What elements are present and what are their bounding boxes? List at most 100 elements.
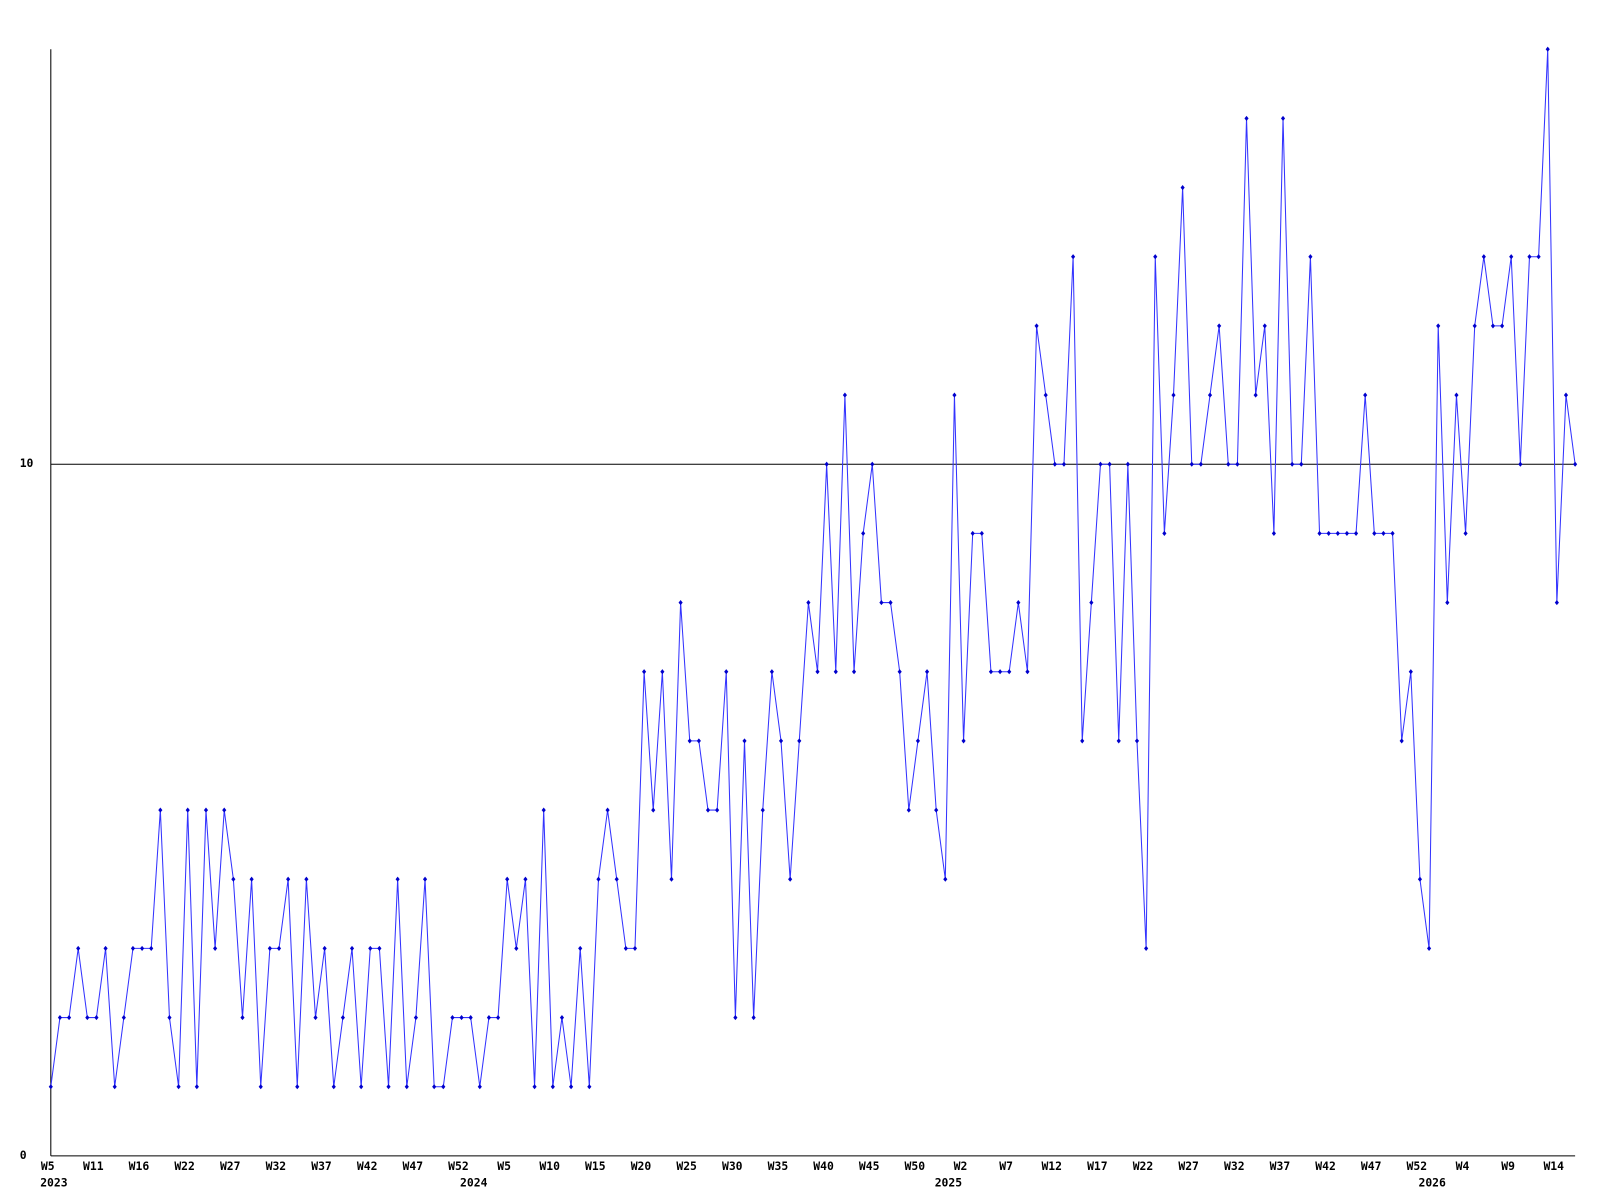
data-point xyxy=(788,876,793,882)
data-point xyxy=(824,461,829,467)
data-point xyxy=(1071,254,1076,260)
data-point xyxy=(295,1084,300,1090)
data-point xyxy=(1016,600,1021,606)
data-point xyxy=(1080,738,1085,744)
data-point xyxy=(979,530,984,536)
data-point xyxy=(85,1015,90,1021)
data-point xyxy=(660,669,665,675)
data-point xyxy=(1171,392,1176,398)
data-point xyxy=(587,1084,592,1090)
data-point xyxy=(1180,185,1185,191)
data-point xyxy=(1426,945,1432,951)
data-point xyxy=(176,1084,181,1090)
data-point xyxy=(1436,323,1441,329)
data-point xyxy=(1399,738,1404,744)
data-point xyxy=(432,1084,437,1090)
data-point xyxy=(1326,530,1331,536)
data-point xyxy=(276,945,282,951)
data-point xyxy=(1052,461,1057,467)
data-point xyxy=(1518,461,1523,467)
data-point xyxy=(1445,600,1450,606)
y-tick-label: 0 xyxy=(20,1148,27,1162)
data-point xyxy=(815,669,820,675)
x-tick-label: W42 xyxy=(1315,1159,1336,1173)
x-tick-label: W5 xyxy=(497,1159,511,1173)
data-point xyxy=(1153,254,1158,260)
data-point xyxy=(112,1084,117,1090)
data-point xyxy=(422,876,428,882)
data-point xyxy=(340,1015,345,1021)
data-point xyxy=(149,945,154,951)
x-tick-label: W22 xyxy=(174,1159,195,1173)
data-point xyxy=(705,807,711,813)
x-tick-label: W30 xyxy=(722,1159,743,1173)
data-point xyxy=(386,1084,391,1090)
data-point xyxy=(1089,600,1094,606)
x-tick-label: W10 xyxy=(539,1159,560,1173)
data-point xyxy=(167,1015,172,1021)
data-point xyxy=(94,1015,99,1021)
data-point xyxy=(368,945,373,951)
x-tick-label: W20 xyxy=(631,1159,652,1173)
data-line xyxy=(50,49,1576,1088)
x-tick-label: W32 xyxy=(266,1159,287,1173)
data-point xyxy=(1235,461,1240,467)
data-point xyxy=(924,669,930,675)
data-point xyxy=(66,1015,72,1021)
x-tick-label: W9 xyxy=(1501,1159,1515,1173)
data-point xyxy=(231,876,236,882)
data-point xyxy=(1573,461,1578,467)
x-tick-label: W22 xyxy=(1133,1159,1154,1173)
x-tick-label: W52 xyxy=(1407,1159,1428,1173)
data-point xyxy=(642,669,647,675)
data-point xyxy=(377,945,382,951)
data-point xyxy=(988,669,994,675)
x-tick-label: W5 xyxy=(41,1159,55,1173)
data-point xyxy=(1107,461,1112,467)
data-point xyxy=(623,945,628,951)
data-point xyxy=(486,1015,492,1021)
data-point xyxy=(1007,669,1012,675)
data-point xyxy=(1207,392,1213,398)
data-point xyxy=(769,669,774,675)
data-point xyxy=(797,738,802,744)
data-point xyxy=(1317,530,1322,536)
data-point xyxy=(1125,461,1130,467)
data-point xyxy=(998,669,1003,675)
data-point xyxy=(1217,323,1222,329)
x-tick-label: W35 xyxy=(768,1159,789,1173)
data-point xyxy=(596,876,601,882)
data-point xyxy=(441,1084,446,1090)
data-point xyxy=(1372,530,1377,536)
data-point xyxy=(569,1084,574,1090)
x-tick-label: W52 xyxy=(448,1159,469,1173)
data-point xyxy=(1381,530,1386,536)
data-point xyxy=(258,1084,263,1090)
data-point xyxy=(395,876,400,882)
data-point xyxy=(1472,323,1477,329)
data-point xyxy=(1134,738,1140,744)
data-point xyxy=(1536,254,1541,260)
data-point xyxy=(870,461,875,467)
data-point xyxy=(1098,461,1103,467)
data-point xyxy=(121,1015,126,1021)
data-point xyxy=(1454,392,1459,398)
data-point xyxy=(532,1084,537,1090)
data-point xyxy=(897,669,902,675)
data-point xyxy=(1390,530,1395,536)
data-point xyxy=(970,530,975,536)
data-point xyxy=(724,669,729,675)
data-point xyxy=(450,1015,455,1021)
data-point xyxy=(240,1015,245,1021)
x-tick-label: W12 xyxy=(1041,1159,1062,1173)
data-point xyxy=(57,1015,63,1021)
data-point xyxy=(733,1015,738,1021)
data-point xyxy=(286,876,291,882)
data-point xyxy=(651,807,656,813)
data-point xyxy=(194,1084,199,1090)
data-point xyxy=(1025,669,1030,675)
data-point xyxy=(541,807,546,813)
data-point xyxy=(203,807,209,813)
x-tick-label: W47 xyxy=(1361,1159,1382,1173)
x-tick-label: W50 xyxy=(905,1159,926,1173)
